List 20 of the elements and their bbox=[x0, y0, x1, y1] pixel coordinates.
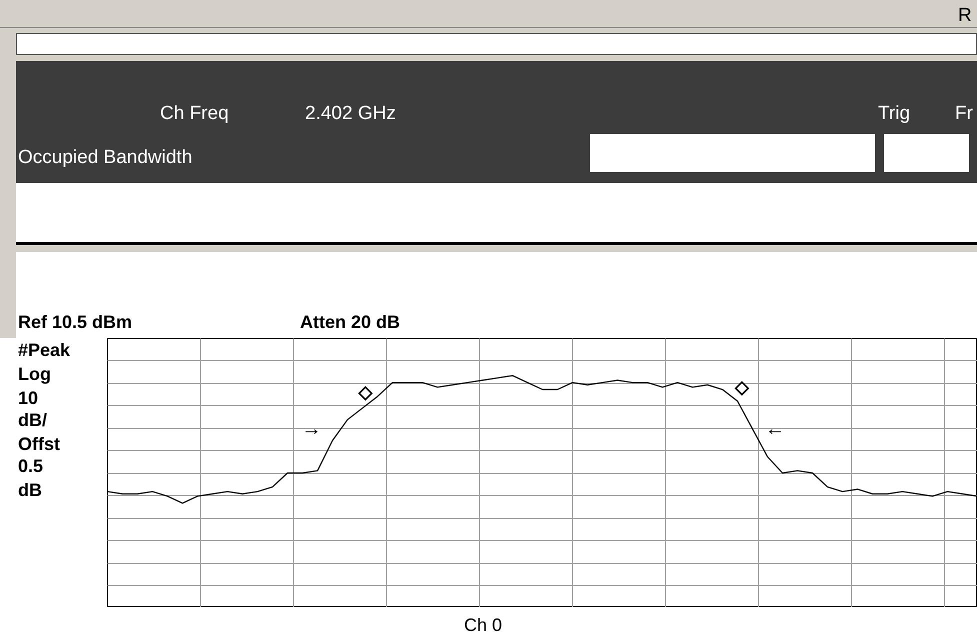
annotation: → bbox=[302, 418, 322, 440]
text: dB/ bbox=[18, 409, 47, 432]
text: Fr bbox=[955, 102, 973, 126]
text: 2.402 GHz bbox=[305, 102, 396, 126]
text: Trig bbox=[878, 102, 910, 126]
text: R bbox=[958, 4, 972, 28]
text: Offst bbox=[18, 433, 60, 456]
text: #Peak bbox=[18, 339, 70, 362]
text: Log bbox=[18, 363, 51, 386]
text: 0.5 bbox=[18, 455, 44, 478]
annotation: ← bbox=[765, 418, 785, 440]
text: Atten 20 dB bbox=[300, 311, 400, 334]
text: Ch 0 bbox=[464, 614, 502, 637]
text: Occupied Bandwidth bbox=[18, 146, 192, 170]
text: dB bbox=[18, 479, 42, 502]
annotation: ◇ bbox=[358, 382, 374, 402]
annotation: ◇ bbox=[734, 377, 750, 398]
text: Ref 10.5 dBm bbox=[18, 311, 132, 334]
text: Ch Freq bbox=[160, 102, 229, 126]
text: 10 bbox=[18, 387, 38, 410]
